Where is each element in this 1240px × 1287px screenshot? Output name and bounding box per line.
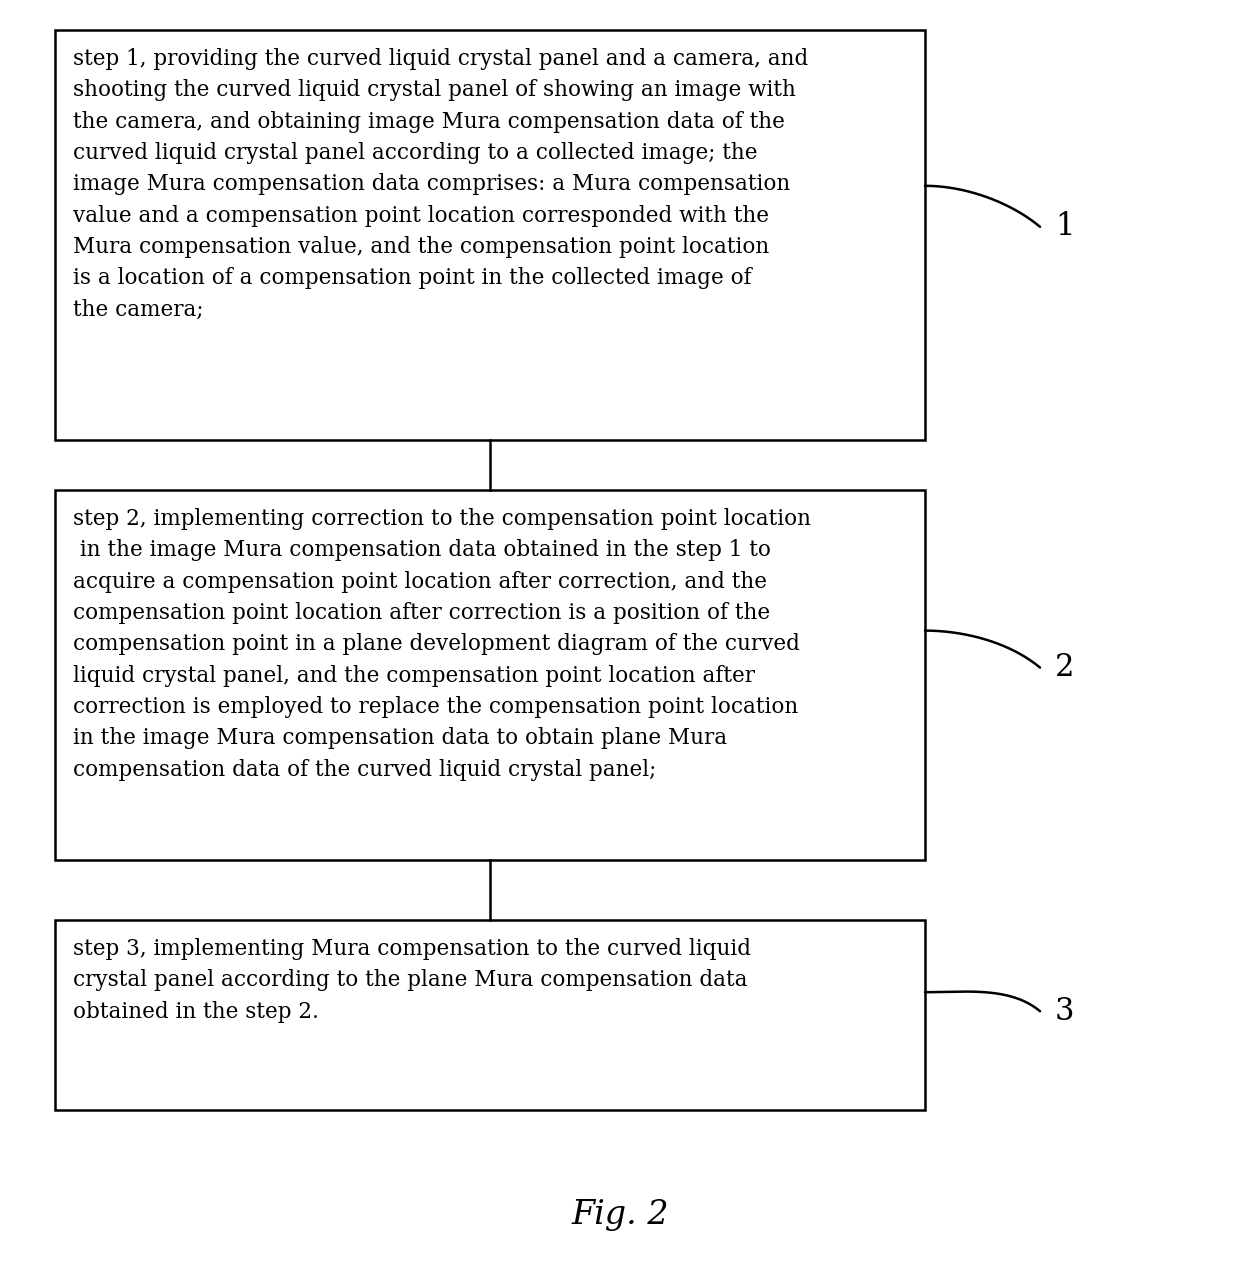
Text: Fig. 2: Fig. 2 xyxy=(572,1199,668,1230)
Bar xyxy=(55,490,925,860)
Bar xyxy=(55,920,925,1109)
Text: 3: 3 xyxy=(1055,996,1075,1027)
Text: step 3, implementing Mura compensation to the curved liquid
crystal panel accord: step 3, implementing Mura compensation t… xyxy=(73,938,751,1023)
Bar xyxy=(55,30,925,440)
Text: step 1, providing the curved liquid crystal panel and a camera, and
shooting the: step 1, providing the curved liquid crys… xyxy=(73,48,808,320)
Text: 1: 1 xyxy=(1055,211,1075,242)
Text: 2: 2 xyxy=(1055,653,1075,683)
Text: step 2, implementing correction to the compensation point location
 in the image: step 2, implementing correction to the c… xyxy=(73,508,811,781)
